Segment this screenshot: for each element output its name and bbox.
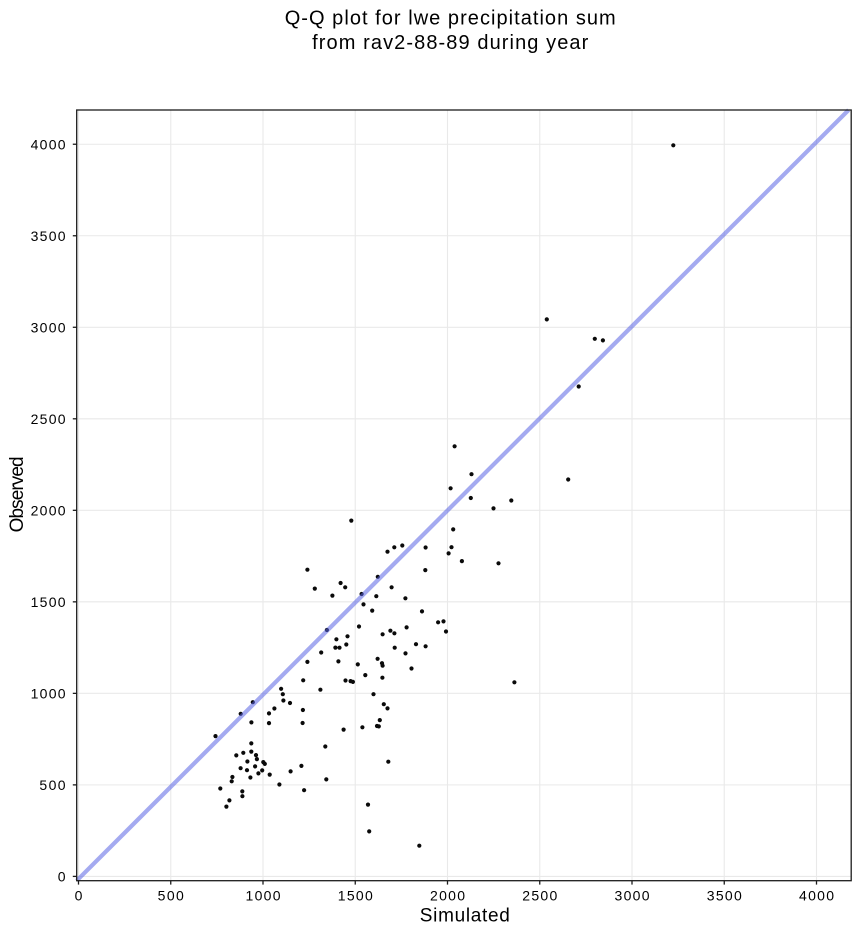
svg-text:3000: 3000 bbox=[615, 888, 650, 904]
svg-text:1500: 1500 bbox=[31, 594, 66, 610]
svg-text:500: 500 bbox=[39, 777, 65, 793]
svg-text:from rav2-88-89 during year: from rav2-88-89 during year bbox=[312, 32, 589, 54]
svg-text:2500: 2500 bbox=[31, 411, 66, 427]
svg-text:3000: 3000 bbox=[31, 319, 66, 335]
svg-text:Observed: Observed bbox=[7, 456, 28, 532]
svg-text:2000: 2000 bbox=[31, 503, 66, 519]
svg-text:500: 500 bbox=[158, 888, 184, 904]
svg-text:0: 0 bbox=[75, 888, 83, 904]
svg-text:2500: 2500 bbox=[522, 888, 557, 904]
svg-text:4000: 4000 bbox=[799, 888, 834, 904]
svg-text:1000: 1000 bbox=[246, 888, 281, 904]
svg-text:0: 0 bbox=[58, 869, 66, 885]
svg-text:Q-Q plot for lwe precipitation: Q-Q plot for lwe precipitation sum bbox=[285, 8, 616, 30]
svg-text:3500: 3500 bbox=[31, 228, 66, 244]
svg-text:1000: 1000 bbox=[31, 686, 66, 702]
svg-text:1500: 1500 bbox=[338, 888, 373, 904]
svg-text:2000: 2000 bbox=[430, 888, 465, 904]
svg-text:Simulated: Simulated bbox=[420, 906, 510, 927]
svg-text:3500: 3500 bbox=[707, 888, 742, 904]
svg-text:4000: 4000 bbox=[31, 136, 66, 152]
